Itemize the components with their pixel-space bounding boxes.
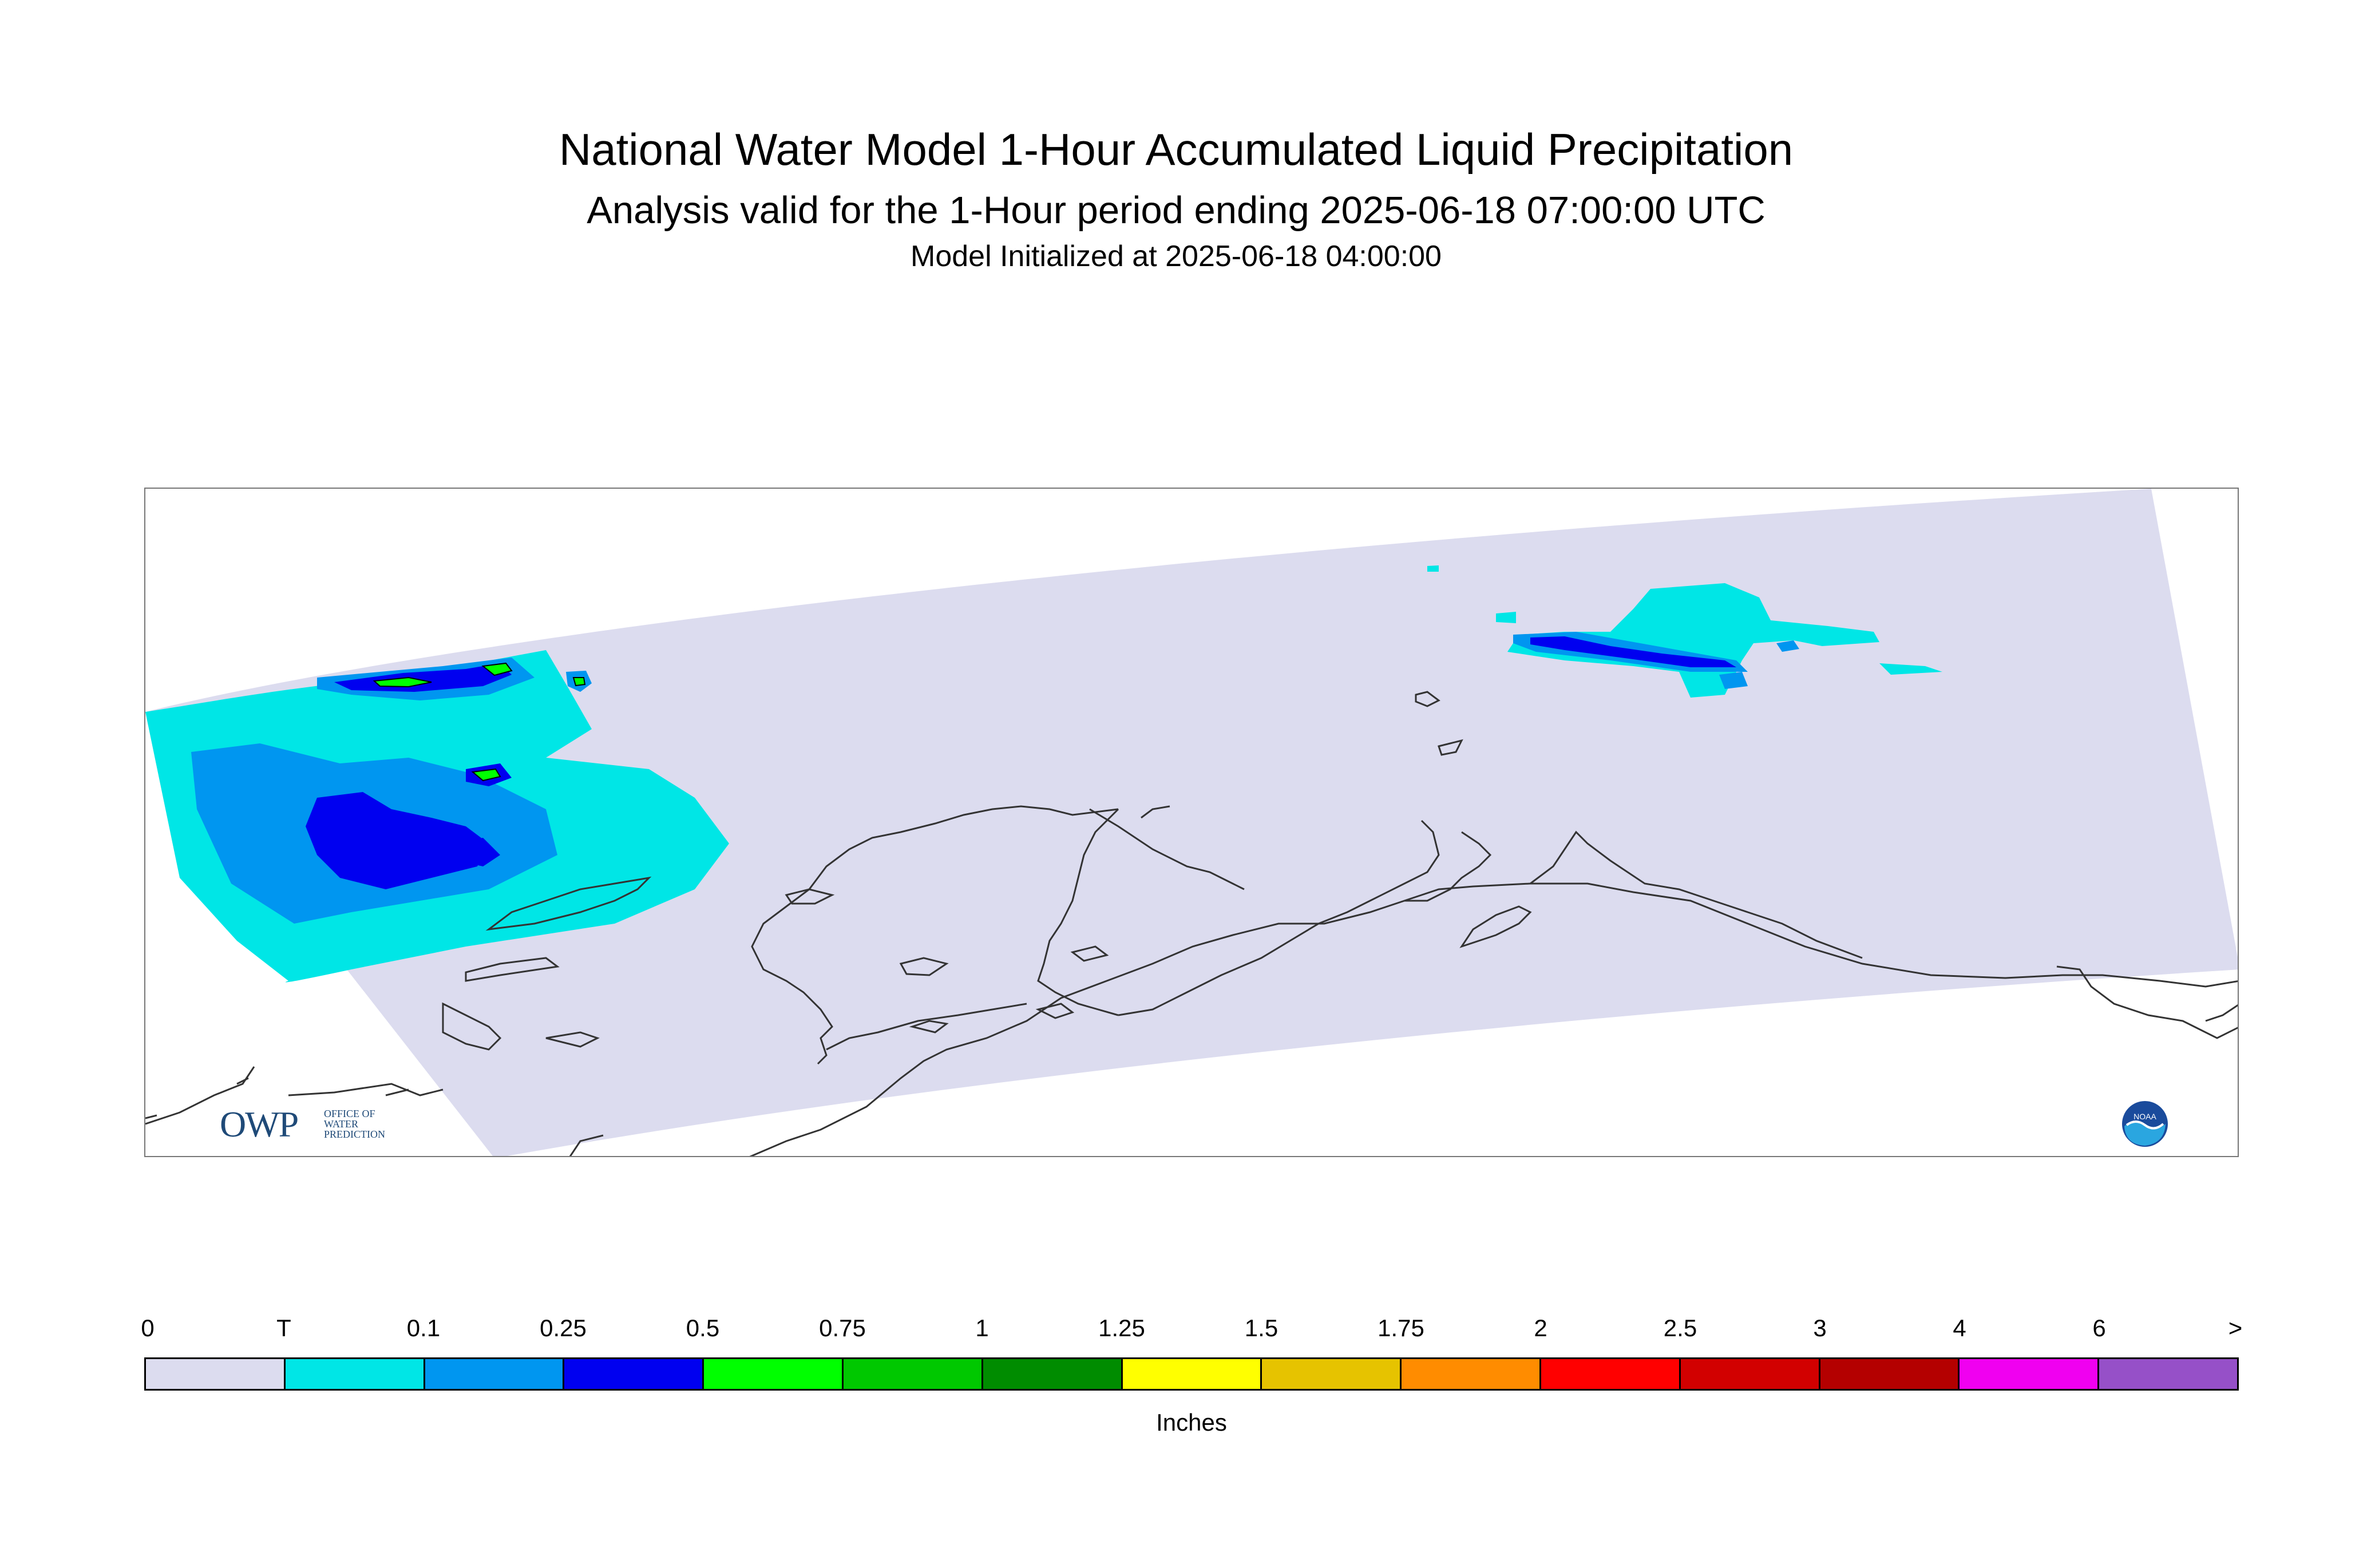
precip-trace-east4: [1427, 565, 1439, 572]
legend-swatch-10: [1541, 1359, 1681, 1389]
legend-tick-label: 0.5: [686, 1314, 720, 1341]
legend-swatch-2: [425, 1359, 565, 1389]
coast-north-islands: [1415, 691, 1463, 756]
owp-logo-line1: OFFICE OF: [324, 1108, 375, 1119]
legend-units: Inches: [1156, 1409, 1227, 1436]
precip-east: [1427, 565, 1942, 698]
map-subtitle: Analysis valid for the 1-Hour period end…: [587, 189, 1766, 232]
legend-swatch-0: [146, 1359, 286, 1389]
precip-light-east3: [1776, 640, 1799, 652]
coast-st-lawrence: [785, 888, 835, 905]
legend-swatch-11: [1680, 1359, 1820, 1389]
model-init-time: Model Initialized at 2025-06-18 04:00:00: [911, 240, 1442, 273]
coast-islands-peninsula: [826, 1003, 1027, 1051]
legend-tick-label: 6: [2092, 1314, 2106, 1341]
precip-light-east2: [1719, 672, 1748, 689]
precip-cell-b-core: [471, 768, 501, 782]
precip-mod-east: [1530, 636, 1736, 667]
legend-tick-label: 0.75: [819, 1314, 866, 1341]
legend-swatch-7: [1122, 1359, 1262, 1389]
coast-islands: [909, 945, 1109, 1034]
legend-tick-label: 1: [975, 1314, 989, 1341]
legend-swatch-9: [1402, 1359, 1541, 1389]
coast-far-east: [2056, 965, 2238, 1039]
precip-trace-east2: [1879, 663, 1942, 675]
precip-trace-east: [1507, 583, 1879, 698]
precip-map: [145, 489, 2238, 1156]
owp-logo-line3: PREDICTION: [324, 1129, 385, 1140]
coastlines: [145, 691, 2238, 1156]
legend-tick-label: 1.5: [1244, 1314, 1278, 1341]
legend-tick-label: 4: [1953, 1314, 1966, 1341]
legend-tick-label: 3: [1813, 1314, 1827, 1341]
legend-tick-label: 2: [1534, 1314, 1547, 1341]
coast-peninsula: [1118, 819, 1440, 1016]
precip-trace-east3: [1496, 612, 1516, 623]
precip-west: [145, 650, 729, 983]
precip-north-heavy2: [481, 662, 513, 676]
legend-swatch-12: [1820, 1359, 1960, 1389]
precip-mod-west: [306, 792, 489, 889]
coast-nunivak: [899, 957, 949, 976]
legend-swatch-13: [1960, 1359, 2100, 1389]
legend-swatch-3: [564, 1359, 704, 1389]
color-legend: 0 T 0.1 0.25 0.5 0.75 1 1.25 1.5 1.75 2 2.5 3 4 6 > Inc…: [141, 1314, 2242, 1436]
legend-swatch-8: [1262, 1359, 1402, 1389]
coast-kodiak: [1459, 905, 1532, 948]
legend-tick-label: T: [276, 1314, 291, 1341]
legend-tick-label: 0: [141, 1314, 155, 1341]
coast-mainland: [145, 882, 2238, 1156]
legend-tick-label: >: [2228, 1314, 2243, 1341]
coast-gulf: [1530, 830, 1863, 959]
coast-chukotka: [465, 876, 652, 982]
precip-mod-west2: [454, 838, 500, 866]
legend-tick-label: 0.1: [406, 1314, 441, 1341]
precip-north-heavy: [373, 676, 432, 688]
noaa-logo-text: NOAA: [2133, 1112, 2156, 1121]
owp-logo: OWP OFFICE OF WATER PREDICTION: [220, 1106, 391, 1143]
legend-tick-label: 0.25: [540, 1314, 587, 1341]
legend-tick-label: 1.75: [1378, 1314, 1424, 1341]
legend-swatch-6: [983, 1359, 1123, 1389]
precip-trace-blob2: [615, 798, 689, 855]
coast-east-islands: [2205, 1004, 2238, 1022]
legend-colorbar: [144, 1357, 2239, 1391]
precip-cell-a-core: [572, 677, 586, 687]
legend-tick-label: 1.25: [1098, 1314, 1145, 1341]
owp-logo-text: OWP: [220, 1104, 299, 1145]
coast-sw: [145, 1077, 409, 1119]
legend-labels: 0 T 0.1 0.25 0.5 0.75 1 1.25 1.5 1.75 2 2.5 3 4 6 >: [141, 1314, 2242, 1345]
noaa-logo-icon: NOAA: [2122, 1101, 2168, 1147]
legend-tick-label: 2.5: [1663, 1314, 1697, 1341]
legend-swatch-14: [2099, 1359, 2237, 1389]
coast-nw: [1089, 805, 1245, 890]
map-panel: OWP OFFICE OF WATER PREDICTION NOAA: [144, 488, 2239, 1157]
coast-kenai: [1404, 831, 1492, 902]
legend-swatch-5: [843, 1359, 983, 1389]
map-title: National Water Model 1-Hour Accumulated …: [559, 124, 1794, 175]
legend-swatch-1: [285, 1359, 425, 1389]
coast-kamchatka: [442, 1002, 600, 1051]
coast-bristol: [1037, 808, 1119, 1016]
owp-logo-line2: WATER: [324, 1118, 358, 1130]
legend-swatch-4: [704, 1359, 844, 1389]
